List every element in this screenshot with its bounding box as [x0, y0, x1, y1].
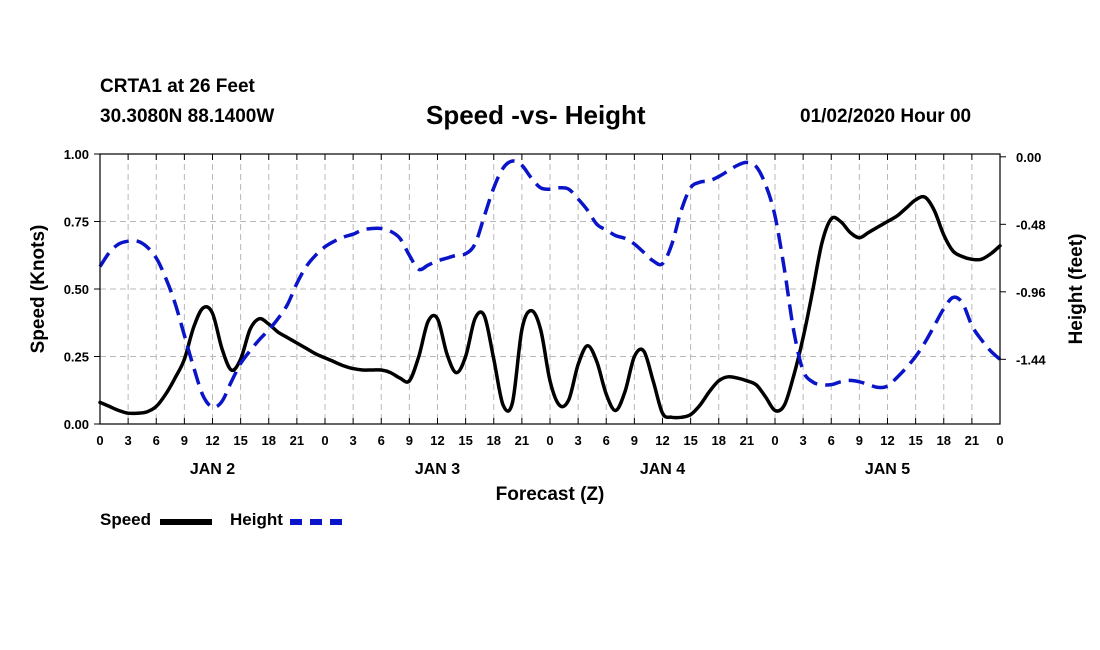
grid-lines — [99, 154, 1001, 424]
y-tick-label: 1.00 — [64, 147, 89, 162]
x-tick-label: 6 — [828, 433, 835, 448]
day-label: JAN 3 — [415, 461, 460, 478]
x-axis-title: Forecast (Z) — [496, 484, 605, 505]
x-tick-label: 18 — [937, 433, 951, 448]
x-tick-label: 0 — [96, 433, 103, 448]
forecast-date-label: 01/02/2020 Hour 00 — [800, 106, 972, 127]
y-right-axis-title: Height (feet) — [1066, 234, 1087, 345]
x-tick-label: 21 — [740, 433, 754, 448]
y-axis-title: Speed (Knots) — [28, 225, 49, 354]
x-tick-label: 0 — [771, 433, 778, 448]
chart-title: Speed -vs- Height — [426, 100, 646, 130]
y-tick-label: 0.00 — [64, 417, 89, 432]
x-tick-label: 15 — [458, 433, 472, 448]
x-tick-label: 15 — [233, 433, 247, 448]
day-label: JAN 4 — [640, 461, 685, 478]
x-tick-label: 15 — [908, 433, 922, 448]
x-tick-label: 12 — [430, 433, 444, 448]
x-tick-label: 0 — [546, 433, 553, 448]
x-tick-label: 21 — [965, 433, 979, 448]
station-label: CRTA1 at 26 Feet — [100, 76, 255, 97]
x-tick-label: 9 — [631, 433, 638, 448]
legend-height-swatch — [290, 519, 342, 525]
legend-speed-label: Speed — [100, 510, 152, 529]
y-right-tick-label: -0.96 — [1016, 285, 1046, 300]
x-tick-label: 12 — [655, 433, 669, 448]
day-label: JAN 2 — [190, 461, 235, 478]
x-tick-label: 0 — [996, 433, 1003, 448]
y-right-tick-label: 0.00 — [1016, 150, 1041, 165]
x-tick-label: 15 — [683, 433, 697, 448]
series-layer — [98, 159, 1002, 420]
coordinates-label: 30.3080N 88.1400W — [100, 106, 275, 127]
x-tick-label: 18 — [262, 433, 276, 448]
x-tick-label: 3 — [350, 433, 357, 448]
speed-series-line — [98, 194, 1002, 420]
x-tick-label: 9 — [181, 433, 188, 448]
x-tick-label: 9 — [856, 433, 863, 448]
x-tick-label: 18 — [487, 433, 501, 448]
day-label: JAN 5 — [865, 461, 910, 478]
y-tick-label: 0.50 — [64, 282, 89, 297]
x-tick-label: 6 — [378, 433, 385, 448]
legend-speed-swatch — [160, 519, 212, 525]
x-tick-label: 18 — [712, 433, 726, 448]
x-tick-label: 3 — [800, 433, 807, 448]
x-tick-label: 6 — [603, 433, 610, 448]
x-tick-label: 0 — [321, 433, 328, 448]
x-tick-label: 3 — [125, 433, 132, 448]
x-tick-label: 12 — [205, 433, 219, 448]
y-right-tick-label: -1.44 — [1016, 352, 1046, 367]
x-tick-label: 6 — [153, 433, 160, 448]
x-tick-label: 3 — [575, 433, 582, 448]
chart: 0 3 6 9 12 15 18 21 0 3 6 9 12 15 18 21 0 3 6 9 12 15 18 21 0 3 6 9… — [28, 147, 1087, 505]
x-tick-label: 9 — [406, 433, 413, 448]
x-tick-label: 21 — [515, 433, 529, 448]
legend-height-label: Height — [230, 510, 283, 529]
axes: 0 3 6 9 12 15 18 21 0 3 6 9 12 15 18 21 0 3 6 9 12 15 18 21 0 3 6 9… — [28, 147, 1087, 505]
y-tick-label: 0.75 — [64, 215, 89, 230]
x-tick-label: 12 — [880, 433, 894, 448]
y-tick-label: 0.25 — [64, 350, 89, 365]
x-tick-label: 21 — [290, 433, 304, 448]
height-series-line — [98, 159, 1002, 410]
y-right-tick-label: -0.48 — [1016, 217, 1046, 232]
